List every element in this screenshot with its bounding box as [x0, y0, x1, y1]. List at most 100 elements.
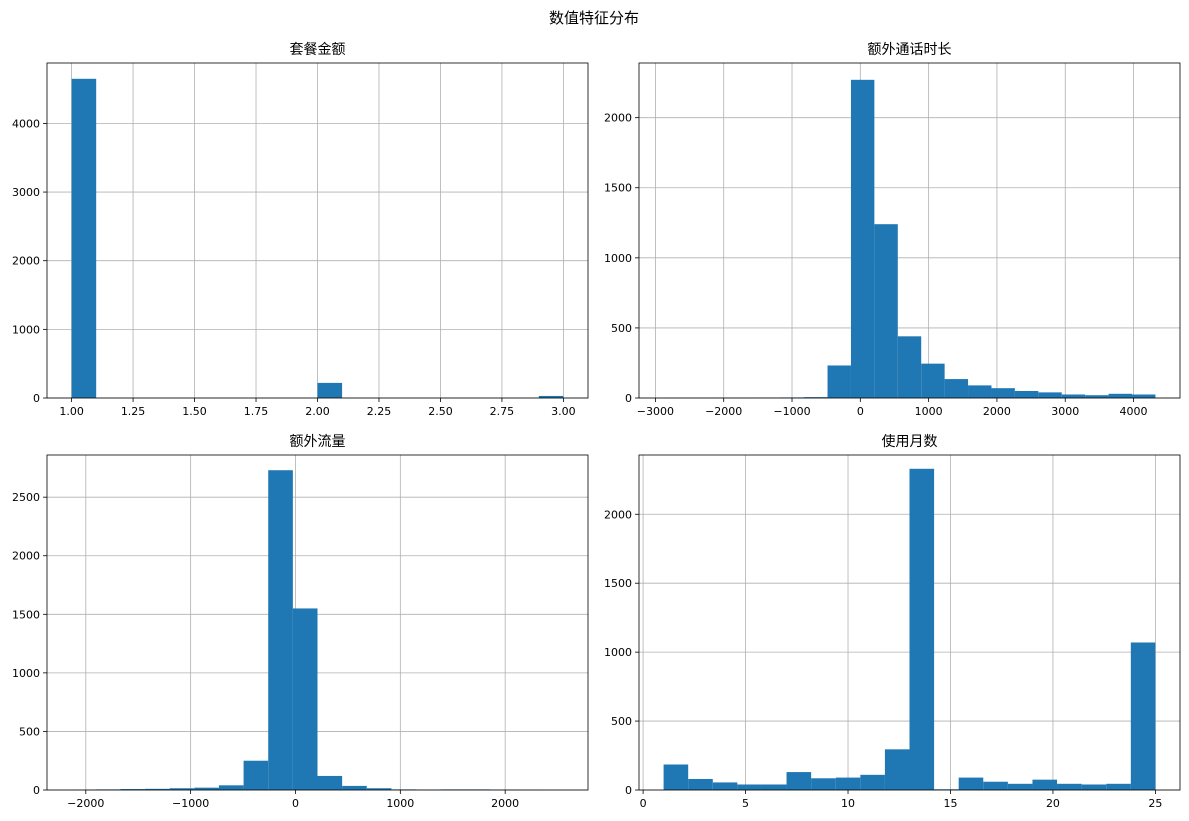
x-tick-label: 1.75 — [244, 405, 269, 418]
axes-frame — [46, 454, 589, 791]
histogram-bar — [218, 785, 244, 790]
histogram-bar — [991, 388, 1015, 398]
x-tick-label: 2000 — [983, 405, 1011, 418]
histogram-bar — [317, 775, 343, 790]
histogram-bar — [712, 782, 738, 790]
histogram-bar — [811, 778, 836, 790]
y-tick-label: 0 — [625, 784, 632, 797]
histogram-bar — [968, 385, 992, 398]
histogram-bar — [538, 395, 564, 398]
y-tick-label: 500 — [611, 715, 632, 728]
histogram-bar — [663, 764, 689, 790]
histogram-bar — [292, 608, 318, 790]
x-tick-label: −3000 — [637, 405, 674, 418]
histogram-bar — [850, 79, 875, 399]
subplot-months-used: 使用月数 0 5 10 15 20 25 0 500 1000 1500 2000 — [604, 433, 1181, 810]
histogram-bar — [835, 777, 861, 790]
y-tick-label: 1500 — [12, 608, 40, 621]
subplot-title-plan-amount: 套餐金额 — [290, 42, 346, 58]
x-tick-label: 0 — [292, 797, 299, 810]
histogram-bar — [194, 787, 219, 790]
histogram-bar — [1130, 642, 1156, 790]
histogram-bar — [1057, 783, 1082, 790]
histogram-bar — [1081, 784, 1107, 790]
subplot-extra-call-duration: 额外通话时长 −3000 −2000 −1000 0 1000 2000 3000 4000 0 5… — [604, 42, 1181, 418]
histogram-bar — [897, 336, 922, 398]
x-tick-label: −1000 — [773, 405, 810, 418]
histogram-bar — [958, 777, 984, 790]
subplots-container: 套餐金额 1.00 1.25 1.50 1.75 2.00 2.25 2.50 2.75 3.00… — [12, 42, 1181, 810]
histogram-bar — [342, 785, 367, 790]
histogram-bar — [804, 397, 828, 398]
subplot-plan-amount: 套餐金额 1.00 1.25 1.50 1.75 2.00 2.25 2.50 2.75 3.00… — [12, 42, 589, 418]
y-tick-label: 2000 — [604, 112, 632, 125]
x-tick-label: 0 — [640, 797, 647, 810]
x-tick-label: −2000 — [67, 797, 104, 810]
y-tick-label: 2000 — [12, 550, 40, 563]
y-tick-label: 1000 — [12, 323, 40, 336]
subplot-title-months-used: 使用月数 — [882, 433, 938, 450]
subplot-title-extra-call-duration: 额外通话时长 — [868, 42, 952, 58]
histogram-bar — [786, 772, 812, 790]
x-tick-label: 3.00 — [551, 405, 576, 418]
x-tick-label: 20 — [1046, 797, 1060, 810]
axes-frame — [638, 454, 1181, 791]
axes-frame — [638, 62, 1181, 399]
x-tick-label: 4000 — [1120, 405, 1148, 418]
histogram-bar — [120, 789, 146, 790]
histogram-bar — [71, 78, 97, 398]
x-tick-label: 2.75 — [490, 405, 515, 418]
x-tick-label: −1000 — [172, 797, 209, 810]
y-tick-label: 0 — [33, 784, 40, 797]
histogram-bar — [169, 788, 195, 790]
x-tick-label: 5 — [742, 797, 749, 810]
y-tick-label: 3000 — [12, 186, 40, 199]
y-tick-label: 2000 — [604, 508, 632, 521]
x-tick-label: 2000 — [491, 797, 519, 810]
y-tick-label: 500 — [19, 725, 40, 738]
y-tick-label: 1000 — [604, 252, 632, 265]
y-tick-label: 2000 — [12, 255, 40, 268]
histogram-bar — [860, 774, 885, 790]
histogram-bar — [1108, 393, 1132, 398]
figure-title: 数值特征分布 — [549, 9, 639, 27]
histogram-bar — [145, 788, 170, 790]
histogram-bar — [688, 778, 713, 790]
histogram-bar — [1061, 394, 1086, 398]
y-tick-label: 500 — [611, 322, 632, 335]
histogram-bar — [983, 781, 1008, 790]
x-tick-label: 3000 — [1051, 405, 1079, 418]
y-tick-label: 1000 — [604, 646, 632, 659]
x-tick-label: 1000 — [386, 797, 414, 810]
histogram-bar — [268, 470, 293, 790]
y-tick-label: 1000 — [12, 667, 40, 680]
x-tick-label: 15 — [943, 797, 957, 810]
histogram-bar — [1014, 390, 1039, 398]
histogram-bar — [1085, 395, 1109, 398]
y-tick-label: 0 — [625, 392, 632, 405]
x-tick-label: 10 — [841, 797, 855, 810]
x-tick-label: 1.00 — [59, 405, 84, 418]
histogram-bar — [1007, 783, 1033, 790]
x-tick-label: 2.00 — [305, 405, 330, 418]
y-tick-label: 2500 — [12, 491, 40, 504]
x-tick-label: −2000 — [705, 405, 742, 418]
histogram-bar — [874, 224, 898, 398]
x-tick-label: 0 — [857, 405, 864, 418]
x-tick-label: 1000 — [915, 405, 943, 418]
histogram-bar — [827, 365, 851, 398]
subplot-title-extra-data: 额外流量 — [290, 434, 346, 450]
histogram-bar — [884, 749, 910, 790]
histogram-bar — [761, 784, 787, 790]
x-tick-label: 2.25 — [367, 405, 392, 418]
y-tick-label: 4000 — [12, 117, 40, 130]
histogram-bar — [243, 760, 269, 790]
histogram-bar — [921, 363, 945, 398]
x-tick-label: 1.25 — [121, 405, 146, 418]
subplot-extra-data: 额外流量 −2000 −1000 0 1000 2000 0 500 1000 1500 2000 2… — [12, 434, 589, 810]
histogram-bar — [1106, 783, 1131, 790]
histogram-bar — [909, 468, 935, 790]
histogram-bar — [366, 788, 392, 790]
histogram-bar — [737, 784, 762, 790]
